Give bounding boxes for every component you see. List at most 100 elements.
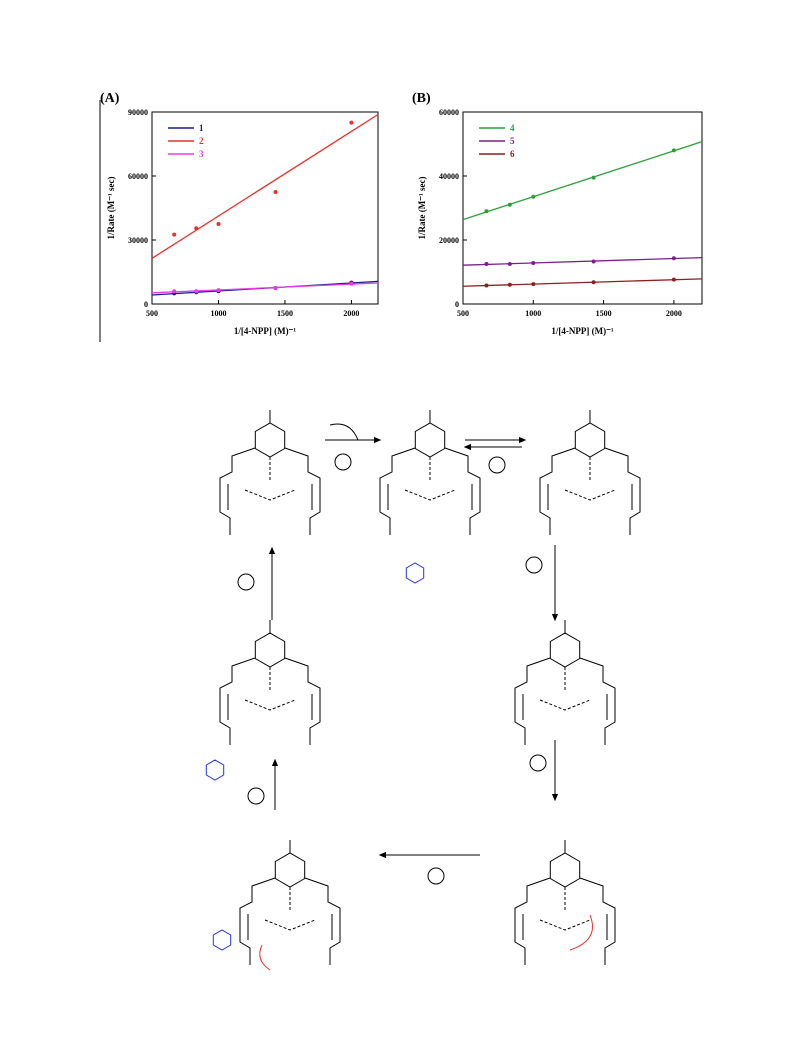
coordination <box>564 457 616 501</box>
data-point <box>349 120 354 125</box>
data-point <box>273 190 278 194</box>
panel-label: (A) <box>100 91 120 106</box>
data-point <box>484 283 489 288</box>
coordination <box>244 667 296 711</box>
x-tick-label: 2000 <box>343 309 359 318</box>
arrow-head <box>271 758 279 767</box>
x-axis-label: 1/[4-NPP] (M)⁻¹ <box>551 326 613 336</box>
data-point <box>273 286 278 290</box>
y-axis-label: 1/Rate (M⁻¹ sec) <box>417 177 427 240</box>
arm <box>514 877 551 965</box>
inner-arm <box>227 694 313 720</box>
data-point <box>507 282 512 287</box>
x-tick-label: 500 <box>146 309 158 318</box>
x-axis-label: 1/[4-NPP] (M)⁻¹ <box>234 326 296 336</box>
data-point <box>531 194 536 199</box>
data-point <box>671 256 676 261</box>
data-point <box>591 259 596 264</box>
data-point <box>216 222 221 226</box>
inner-arm <box>247 914 333 940</box>
arm <box>239 877 276 965</box>
arm <box>579 657 616 745</box>
data-point <box>507 202 512 207</box>
inner-arm <box>522 914 608 940</box>
trend-line <box>151 282 379 294</box>
data-point <box>172 289 177 294</box>
coordination <box>539 667 591 711</box>
arm <box>219 447 256 535</box>
plot-frame <box>151 111 379 305</box>
reagent-circle <box>427 867 445 885</box>
trend-line <box>462 256 703 266</box>
data-point <box>484 262 489 266</box>
arrow-head <box>518 436 527 444</box>
y-tick-label: 60000 <box>128 172 148 181</box>
arm <box>304 877 341 965</box>
reagent-circle <box>237 573 255 591</box>
arrow-head <box>551 793 559 802</box>
x-tick-label: 2000 <box>666 309 682 318</box>
data-point <box>216 288 221 293</box>
arm <box>514 657 551 745</box>
inner-arm <box>387 484 473 510</box>
arrow-head <box>378 851 387 859</box>
x-tick-label: 1000 <box>525 309 541 318</box>
reagent-circle <box>488 456 506 474</box>
x-tick-label: 500 <box>457 309 469 318</box>
x-tick-label: 1000 <box>210 309 226 318</box>
arm <box>219 657 256 745</box>
plot-frame <box>462 111 703 305</box>
tolyl-ring <box>205 759 225 781</box>
arm <box>539 447 576 535</box>
y-tick-label: 90000 <box>128 108 148 117</box>
curved-arrow <box>329 423 359 441</box>
arrow-head <box>373 436 382 444</box>
data-point <box>484 209 489 214</box>
coordination <box>404 457 456 501</box>
arrow-head <box>268 546 276 555</box>
reagent-circle <box>529 754 547 772</box>
data-point <box>194 289 199 294</box>
tolyl-ring <box>405 562 425 584</box>
legend-label: 3 <box>199 149 204 159</box>
arm <box>379 447 416 535</box>
arm <box>444 447 481 535</box>
arrow-head <box>551 613 559 622</box>
arm <box>284 657 321 745</box>
x-tick-label: 1500 <box>277 309 293 318</box>
y-tick-label: 0 <box>144 300 148 309</box>
legend-label: 1 <box>199 123 204 133</box>
data-point <box>591 280 596 285</box>
arm <box>579 877 616 965</box>
reagent-circle <box>247 787 265 805</box>
coordination <box>539 887 591 931</box>
scheme <box>205 410 641 971</box>
aryl-ring <box>574 422 606 458</box>
data-point <box>507 262 512 266</box>
coordination <box>264 887 316 931</box>
y-axis-label: 1/Rate (M⁻¹ sec) <box>106 177 116 240</box>
legend-label: 4 <box>510 123 515 133</box>
aryl-ring <box>254 632 286 668</box>
aryl-ring <box>274 852 306 888</box>
data-point <box>172 232 177 237</box>
coordination <box>244 457 296 501</box>
curved-arrow <box>259 944 271 971</box>
data-point <box>671 148 676 153</box>
data-point <box>591 175 596 180</box>
aryl-ring <box>549 632 581 668</box>
panel-label: (B) <box>412 91 431 106</box>
y-tick-label: 60000 <box>439 108 459 117</box>
legend-label: 6 <box>510 149 515 159</box>
aryl-ring <box>549 852 581 888</box>
data-point <box>531 261 536 266</box>
trend-line <box>462 278 703 287</box>
y-tick-label: 30000 <box>128 236 148 245</box>
y-tick-label: 40000 <box>439 172 459 181</box>
aryl-ring <box>414 422 446 458</box>
data-point <box>194 226 199 231</box>
reagent-circle <box>334 453 352 471</box>
arm <box>604 447 641 535</box>
y-tick-label: 0 <box>455 300 459 309</box>
